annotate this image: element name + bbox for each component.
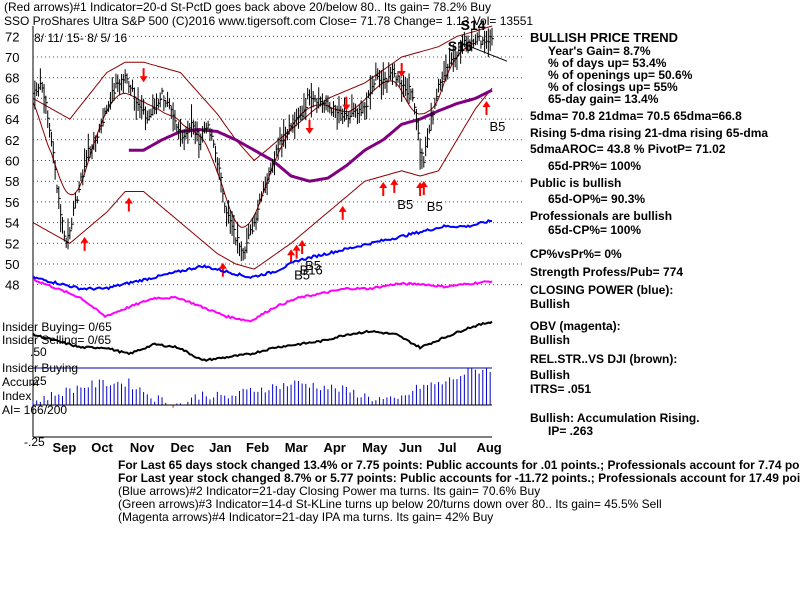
x-tick-label-dec: Dec — [170, 440, 194, 455]
x-tick-label-mar: Mar — [285, 440, 308, 455]
closing-power-title: CLOSING POWER (blue): — [530, 283, 674, 297]
date-range: 8/ 11/ 15- 8/ 5/ 16 — [34, 31, 128, 45]
footer-magenta-arrows: (Magenta arrows)#4 Indicator=21-day IPA … — [118, 510, 494, 524]
closing-power-status: Bullish — [530, 297, 571, 311]
buy-arrow-head — [80, 236, 89, 243]
x-tick-label-oct: Oct — [91, 440, 113, 455]
footer-65-day: For Last 65 days stock changed 13.4% or … — [118, 458, 800, 472]
sell-arrow-head — [342, 104, 351, 111]
accum-rising-line: Bullish: Accumulation Rising. — [530, 411, 700, 425]
footer-blue-arrows: (Blue arrows)#2 Indicator=21-day Closing… — [118, 484, 541, 498]
x-tick-label-feb: Feb — [246, 440, 269, 455]
signal-label-b16: B16 — [300, 263, 323, 278]
accum-title-2: Accum — [2, 375, 39, 389]
closing-power-line — [32, 219, 493, 291]
trendline — [462, 43, 508, 62]
obv-line — [32, 278, 493, 323]
accum-title-3: Index — [2, 389, 32, 403]
x-tick-label-apr: Apr — [323, 440, 345, 455]
insider-selling-label: Insider Selling= 0/65 — [2, 333, 112, 347]
relstr-title: REL.STR..VS DJI (brown): — [530, 352, 678, 366]
sell-arrow-head — [397, 71, 406, 78]
y-tick-label-60: 60 — [5, 154, 19, 169]
footer-green-arrows: (Green arrows)#3 Indicator=14-d St-KLine… — [118, 497, 662, 511]
ma65-line — [128, 88, 493, 183]
y-tick-label-50: 50 — [5, 257, 19, 272]
years-gain: Year's Gain= 8.7% — [548, 44, 651, 58]
buy-arrow-head — [338, 205, 347, 212]
trend-title: BULLISH PRICE TREND — [530, 30, 679, 45]
y-tick-label-70: 70 — [5, 50, 19, 65]
gain-65: 65-day gain= 13.4% — [548, 92, 659, 106]
buy-arrow-head — [379, 182, 388, 189]
signal-label-s14: S14 — [461, 17, 486, 33]
level-25-label: .25 — [30, 374, 47, 388]
x-tick-label-jan: Jan — [209, 440, 231, 455]
dma-line: 5dma= 70.8 21dma= 70.5 65dma=66.8 — [530, 109, 742, 123]
obv-status: Bullish — [530, 333, 571, 347]
buy-arrow-head — [390, 178, 399, 185]
level-50-label: .50 — [30, 345, 47, 359]
y-tick-label-58: 58 — [5, 174, 19, 189]
cp-line: 65d-CP%= 100% — [548, 223, 642, 237]
obv-title: OBV (magenta): — [530, 319, 621, 333]
ai-value: AI= 166/200 — [2, 403, 68, 417]
y-tick-label-66: 66 — [5, 91, 19, 106]
upper-band-line — [32, 25, 493, 162]
header-indicator-1: (Red arrows)#1 Indicator=20-d St-PctD go… — [4, 0, 491, 14]
sell-arrow-head — [139, 76, 148, 83]
y-tick-label-62: 62 — [5, 133, 19, 148]
pros-line: Professionals are bullish — [530, 209, 673, 223]
header-ticker-line: SSO ProShares Ultra S&P 500 (C)2016 www.… — [4, 14, 534, 28]
public-line: Public is bullish — [530, 176, 622, 190]
footer-year: For Last year stock changed 8.7% or 5.77… — [118, 471, 800, 485]
y-tick-label-48: 48 — [5, 278, 19, 293]
x-tick-label-sep: Sep — [52, 440, 76, 455]
x-tick-label-may: May — [362, 440, 388, 455]
y-tick-label-64: 64 — [5, 112, 19, 127]
y-tick-label-56: 56 — [5, 195, 19, 210]
pct-days-up: % of days up= 53.4% — [548, 56, 667, 70]
buy-arrow-head — [298, 239, 307, 246]
pct-closings-up: % of closings up= 55% — [548, 80, 678, 94]
x-tick-label-nov: Nov — [130, 440, 155, 455]
signal-label-b5: B5 — [397, 197, 413, 212]
buy-arrow-head — [124, 197, 133, 204]
cpvspr-line: CP%vsPr%= 0% — [530, 247, 622, 261]
buy-arrow-head — [482, 100, 491, 107]
sell-arrow-head — [305, 127, 314, 134]
relstr-status: Bullish — [530, 368, 571, 382]
accum-title-1: Insider Buying — [2, 361, 79, 375]
signal-label-b5: B5 — [294, 267, 310, 282]
buy-arrow-head — [419, 180, 428, 187]
signal-label-s16: S16 — [448, 38, 473, 54]
lower-band-line — [32, 87, 493, 270]
rising-line: Rising 5-dma rising 21-dma rising 65-dma — [530, 126, 769, 140]
buy-arrow-head — [287, 249, 296, 256]
y-tick-label-52: 52 — [5, 236, 19, 251]
signal-label-b5: B5 — [489, 119, 505, 134]
signal-label-b5: B5 — [305, 258, 321, 273]
buy-arrow-head — [292, 244, 301, 251]
y-tick-label-72: 72 — [5, 29, 19, 44]
y-tick-label-54: 54 — [5, 216, 19, 231]
level-neg25-label: -.25 — [24, 435, 45, 449]
signal-label-b5: B5 — [427, 199, 443, 214]
y-tick-label-68: 68 — [5, 71, 19, 86]
aroc-line: 5dmaAROC= 43.8 % PivotP= 71.02 — [530, 142, 726, 156]
pr-line: 65d-PR%= 100% — [548, 159, 642, 173]
strength-line: Strength Profess/Pub= 774 — [530, 265, 684, 279]
relstr-line — [32, 320, 493, 362]
buy-arrow-head — [218, 262, 227, 269]
ip-line: IP= .263 — [548, 424, 594, 438]
x-tick-label-jun: Jun — [399, 440, 422, 455]
insider-buying-label: Insider Buying= 0/65 — [2, 320, 112, 334]
pct-openings-up: % of openings up= 50.6% — [548, 68, 693, 82]
itrs-line: ITRS= .051 — [530, 382, 592, 396]
x-tick-label-jul: Jul — [438, 440, 457, 455]
op-line: 65d-OP%= 90.3% — [548, 192, 646, 206]
x-tick-label-aug: Aug — [476, 440, 501, 455]
